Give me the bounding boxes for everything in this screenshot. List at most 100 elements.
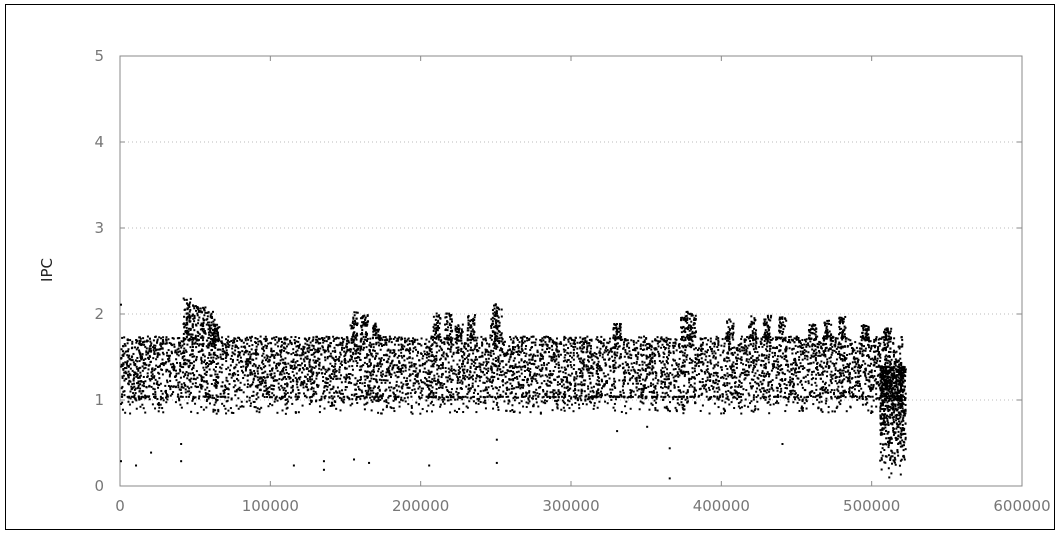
data-point <box>713 371 716 374</box>
data-point <box>317 337 320 340</box>
data-point <box>185 370 188 373</box>
data-point <box>699 348 702 351</box>
data-point <box>472 349 475 352</box>
data-point <box>614 361 617 364</box>
data-point <box>265 338 268 341</box>
data-point <box>144 345 147 348</box>
data-point <box>473 348 476 351</box>
data-point <box>815 351 818 354</box>
data-point <box>735 356 738 359</box>
data-point <box>747 373 750 376</box>
data-point <box>873 340 876 343</box>
data-point <box>832 374 835 377</box>
data-point <box>250 371 253 374</box>
data-point <box>262 363 265 366</box>
data-point <box>812 355 815 358</box>
data-point <box>449 369 452 372</box>
data-point <box>752 348 755 351</box>
data-point <box>177 347 180 350</box>
data-point <box>855 384 858 387</box>
data-point <box>792 383 795 386</box>
data-point <box>271 392 274 395</box>
data-point <box>357 351 360 354</box>
data-point <box>539 375 542 378</box>
data-point <box>849 339 852 342</box>
data-point <box>148 349 151 352</box>
data-point <box>526 392 529 395</box>
data-point <box>779 383 782 386</box>
data-point <box>231 344 234 347</box>
data-point <box>762 375 765 378</box>
data-point <box>573 339 576 342</box>
data-point <box>397 343 400 346</box>
data-point <box>351 374 354 377</box>
data-point <box>423 367 426 370</box>
data-point <box>299 384 302 387</box>
data-point <box>242 365 245 368</box>
data-point <box>343 347 346 350</box>
data-point <box>839 373 842 376</box>
data-point <box>256 386 259 389</box>
data-point <box>326 385 329 388</box>
data-point <box>228 344 231 347</box>
data-point <box>879 356 882 359</box>
data-point <box>375 392 378 395</box>
data-point <box>231 360 234 363</box>
data-point <box>313 355 316 358</box>
data-point <box>468 338 471 341</box>
data-point <box>466 376 469 379</box>
data-point <box>377 341 380 344</box>
data-point <box>306 347 309 350</box>
data-point <box>289 339 292 342</box>
data-point <box>298 345 301 348</box>
data-point <box>465 356 468 359</box>
data-point <box>496 337 499 340</box>
data-point <box>703 353 706 356</box>
data-point <box>449 348 452 351</box>
data-point <box>526 377 529 380</box>
data-point <box>189 346 192 349</box>
data-point <box>291 370 294 373</box>
data-point <box>325 335 328 338</box>
data-point <box>431 386 434 389</box>
data-point <box>417 382 420 385</box>
data-point <box>426 372 429 375</box>
data-point <box>390 373 393 376</box>
data-point <box>460 386 463 389</box>
data-point <box>607 342 610 345</box>
data-point <box>521 339 524 342</box>
data-point <box>713 364 716 367</box>
data-point <box>859 335 862 338</box>
data-point <box>784 387 787 390</box>
data-point <box>310 375 313 378</box>
data-point <box>459 367 462 370</box>
data-point <box>509 353 512 356</box>
data-point <box>126 342 129 345</box>
data-point <box>461 356 464 359</box>
data-point <box>534 354 537 357</box>
data-point <box>582 346 585 349</box>
data-point <box>138 360 141 363</box>
data-point <box>817 346 820 349</box>
data-point <box>408 386 411 389</box>
data-point <box>301 366 304 369</box>
data-point <box>183 355 186 358</box>
data-point <box>277 337 280 340</box>
data-point <box>791 348 794 351</box>
data-point <box>420 381 423 384</box>
data-point <box>382 336 385 339</box>
data-point <box>450 367 453 370</box>
data-point <box>259 383 262 386</box>
data-point <box>630 391 633 394</box>
data-point <box>502 390 505 393</box>
data-point <box>549 372 552 375</box>
data-point <box>131 369 134 372</box>
data-point <box>371 389 374 392</box>
data-point <box>524 347 527 350</box>
data-point <box>471 382 474 385</box>
data-point <box>552 369 555 372</box>
data-point <box>710 350 713 353</box>
data-point <box>534 360 537 363</box>
data-point <box>629 394 632 397</box>
data-point <box>341 348 344 351</box>
